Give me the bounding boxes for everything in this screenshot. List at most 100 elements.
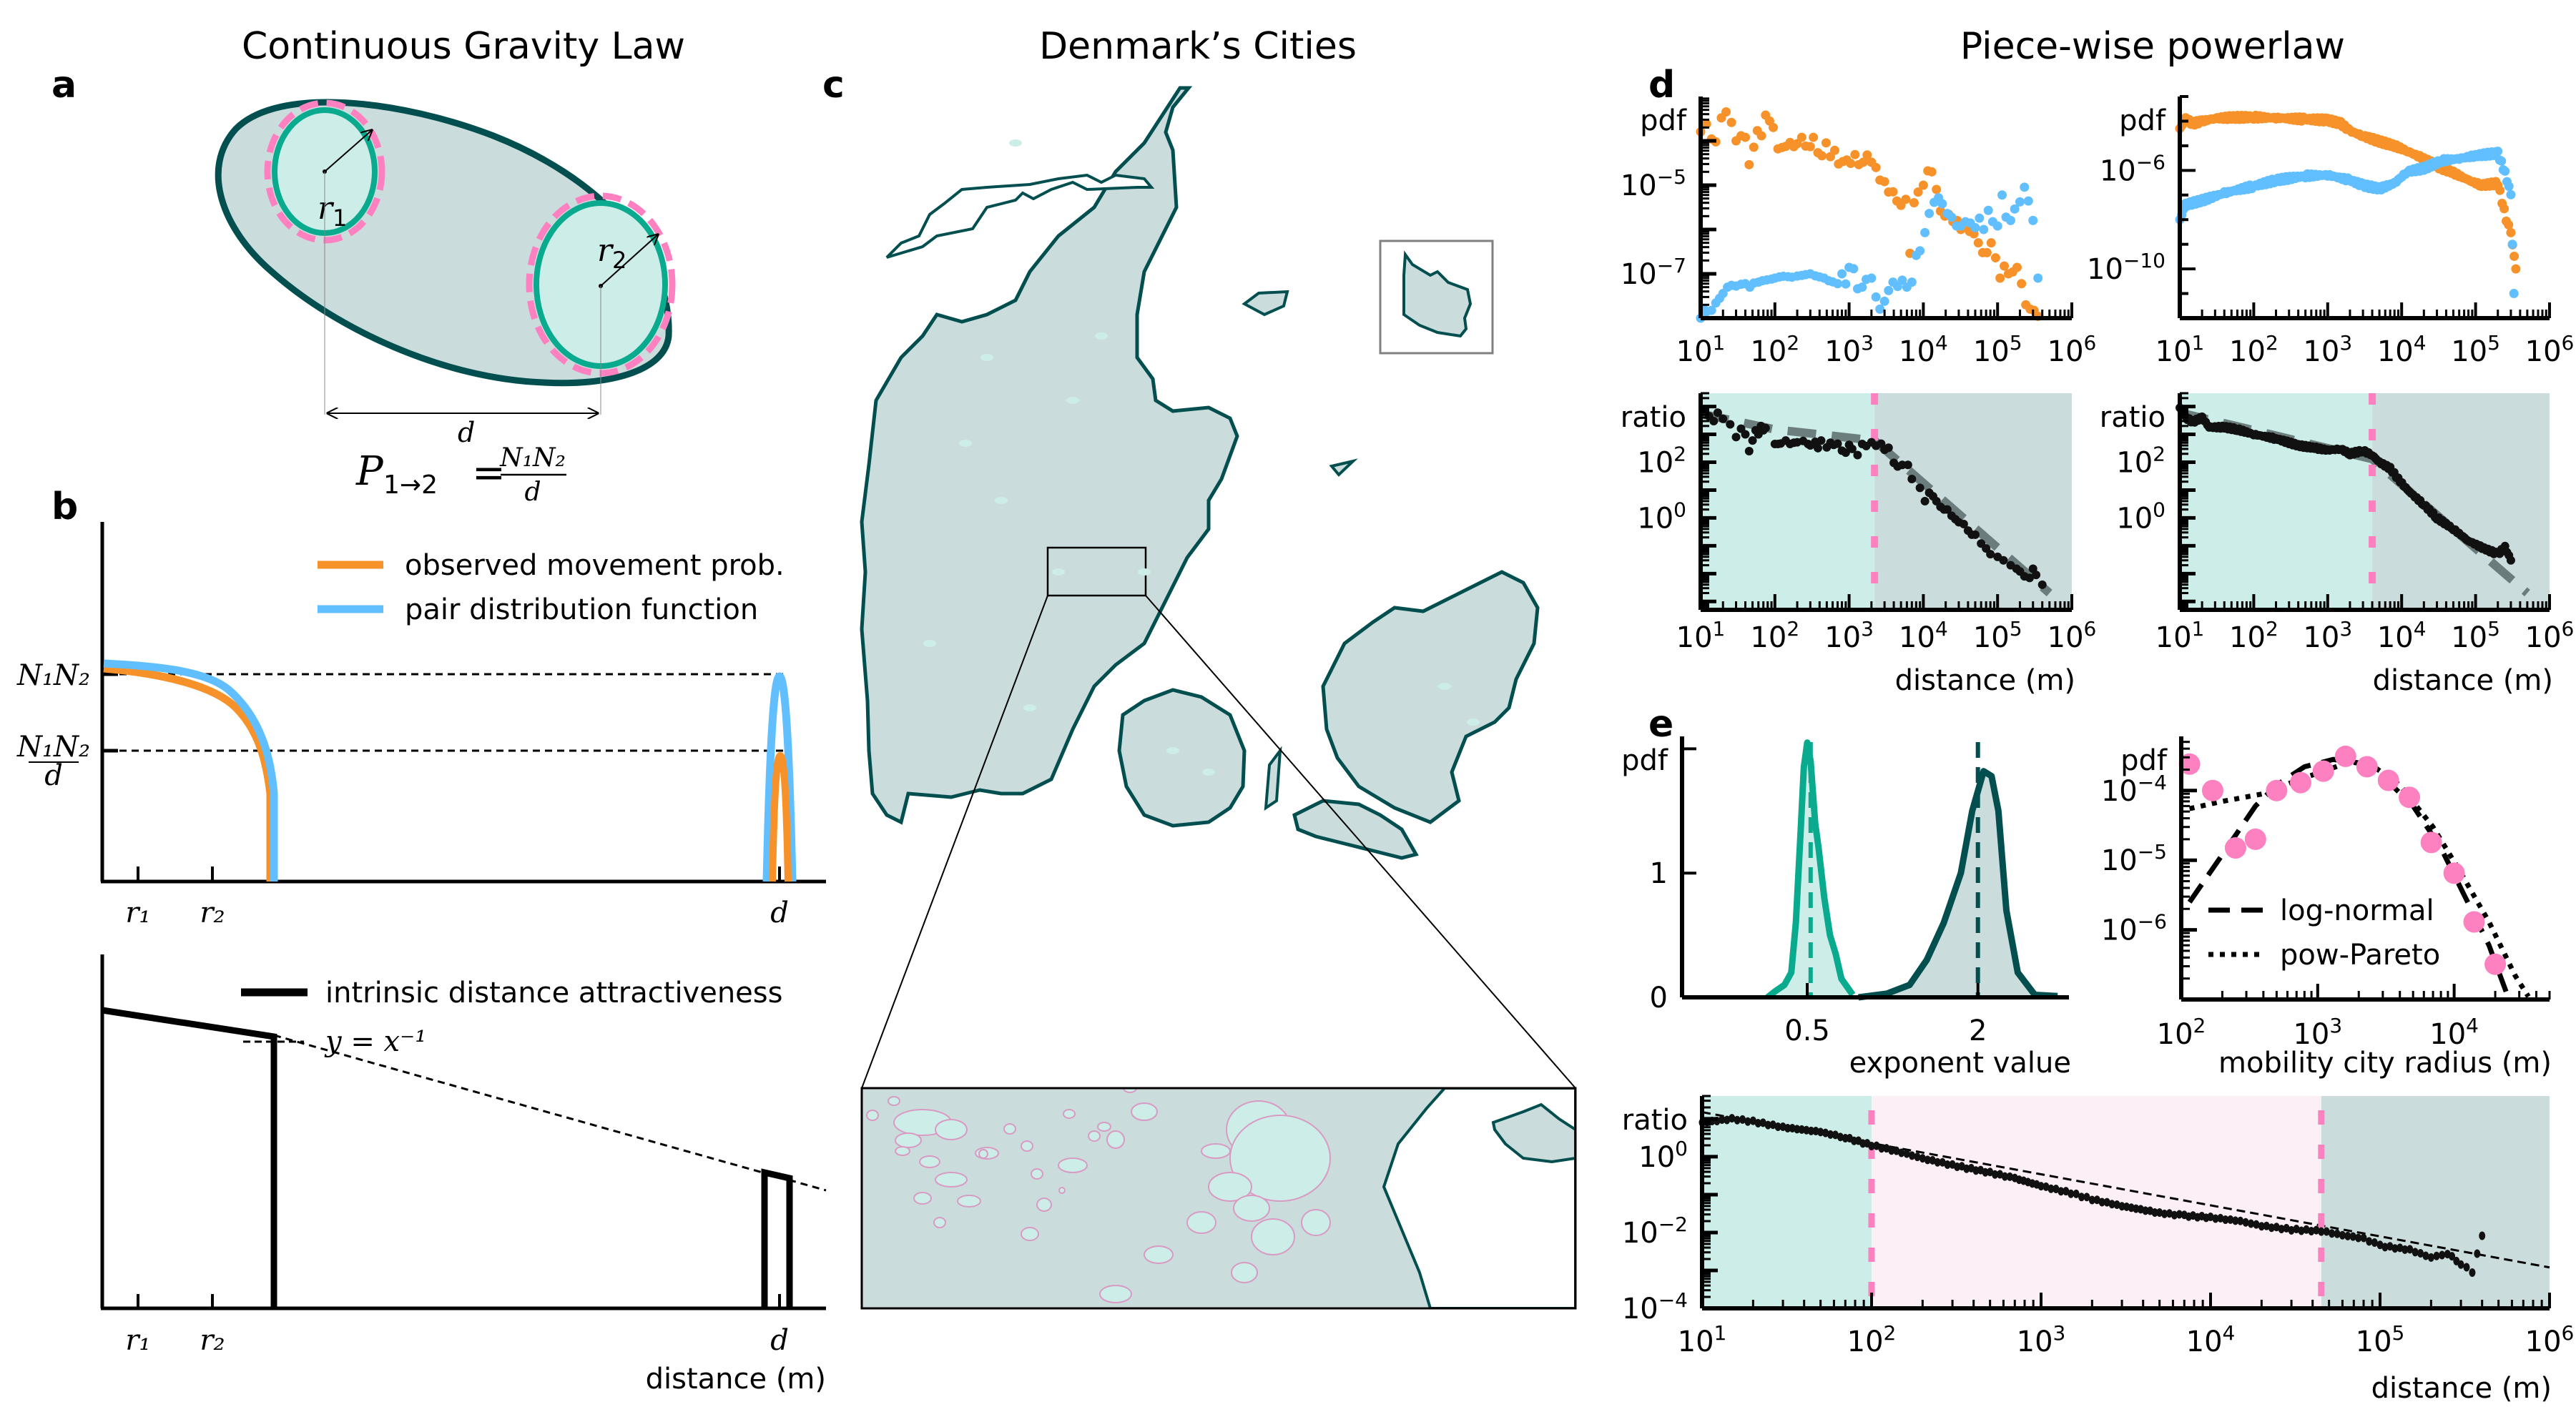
- data-point: [1796, 132, 1806, 142]
- city-patch: [1138, 568, 1151, 576]
- data-point: [2469, 1268, 2476, 1278]
- data-point: [1862, 150, 1872, 160]
- data-point: [1829, 145, 1839, 155]
- region-shade: [2372, 393, 2550, 610]
- city-blob: [1231, 1262, 1258, 1283]
- y-tick-label: 10−4: [2101, 771, 2167, 808]
- y-axis-label: ratio: [2100, 401, 2165, 434]
- data-point: [2376, 1240, 2384, 1250]
- data-point: [2156, 1208, 2163, 1217]
- data-point: [2161, 1209, 2168, 1218]
- legend-b-bottom: intrinsic distance attractiveness y = x⁻…: [241, 977, 782, 1058]
- intrinsic-attractiveness-right: [761, 1168, 793, 1308]
- y-tick-label: 1: [1650, 857, 1668, 890]
- data-point: [2263, 1221, 2270, 1230]
- data-point: [1970, 222, 1980, 232]
- city-patch: [980, 354, 993, 361]
- svg-text:d: d: [524, 478, 541, 507]
- data-point: [1817, 1127, 1824, 1137]
- x-tick-label: 105: [2451, 617, 2500, 654]
- x-tick-label: 106: [2525, 617, 2575, 654]
- data-point: [1999, 556, 2008, 565]
- y-axis-label: pdf: [1640, 104, 1687, 137]
- x-tick-label: 102: [1847, 1321, 1897, 1358]
- data-point: [1973, 238, 1983, 248]
- region-shade: [1701, 393, 1875, 610]
- data-point: [1927, 167, 1937, 177]
- x-tick-label: 104: [1899, 331, 1948, 368]
- data-point: [2366, 1237, 2373, 1246]
- xlabel-distance-b: distance (m): [646, 1363, 826, 1396]
- data-point: [2020, 182, 2030, 192]
- data-point: [2212, 1214, 2219, 1223]
- data-point: [2479, 1231, 2486, 1240]
- data-point: [1744, 446, 1754, 455]
- city-blob: [895, 1146, 910, 1156]
- data-point: [1721, 107, 1731, 117]
- data-point: [1979, 224, 1989, 234]
- data-point: [1808, 1126, 1815, 1135]
- data-point: [2484, 953, 2507, 975]
- data-point: [1884, 285, 1894, 295]
- data-point: [1709, 416, 1719, 425]
- data-point: [2000, 261, 2010, 271]
- lolland-island: [1292, 799, 1419, 860]
- data-point: [1924, 209, 1935, 219]
- data-point: [2407, 1245, 2414, 1254]
- y-tick-label: 100: [2116, 498, 2165, 535]
- x-tick-label: 102: [1750, 617, 1799, 654]
- anholt-island: [1329, 458, 1358, 477]
- city-blob: [1233, 1195, 1270, 1222]
- data-point: [2308, 1227, 2315, 1236]
- data-point: [1915, 483, 1924, 493]
- data-point: [2323, 1227, 2330, 1236]
- city-patch: [995, 497, 1008, 504]
- map-city-dots: [923, 139, 1480, 776]
- data-point: [1821, 138, 1831, 148]
- data-point: [2457, 1260, 2464, 1269]
- data-point: [2293, 1225, 2300, 1234]
- data-point: [1867, 273, 1877, 283]
- data-point: [1997, 190, 2007, 200]
- city-blob: [935, 1119, 968, 1140]
- r1-arrow: [324, 130, 372, 172]
- data-point: [2083, 1193, 2090, 1202]
- data-point: [2506, 556, 2515, 565]
- langeland-island: [1264, 746, 1282, 811]
- data-point: [2463, 911, 2485, 933]
- data-point: [2042, 1182, 2050, 1191]
- title-continuous-gravity-law: Continuous Gravity Law: [242, 25, 685, 68]
- data-point: [2023, 196, 2033, 206]
- x-tick-label: 103: [1824, 617, 1874, 654]
- data-point: [2511, 264, 2521, 274]
- city-blob: [1301, 1209, 1331, 1236]
- x-tick-label: 102: [2229, 331, 2278, 368]
- data-point: [2288, 1225, 2295, 1235]
- data-point: [2248, 1219, 2255, 1228]
- x-tick-label: 106: [2525, 1321, 2575, 1358]
- curve-observed-movement-right: [769, 751, 792, 882]
- city-blob: [913, 1192, 932, 1205]
- ytick-n1n2: N₁N₂: [16, 659, 90, 692]
- data-point: [2103, 1198, 2110, 1207]
- data-point: [1759, 1118, 1766, 1127]
- data-point: [2108, 1200, 2115, 1209]
- chart-e-radius-pdf: 102 103 104 10−4 10−5 10−6 pdf mobility city ra…: [2101, 736, 2552, 1080]
- city-blob: [933, 1217, 946, 1228]
- data-point: [2063, 1187, 2070, 1196]
- x-tick-label: 104: [2429, 1014, 2479, 1051]
- city-blob: [1131, 1102, 1158, 1121]
- city-blob: [1021, 1227, 1039, 1241]
- data-point: [1992, 221, 2002, 231]
- city-patch: [959, 440, 972, 447]
- xtick-r2: r₂: [200, 897, 225, 929]
- data-point: [1937, 199, 1947, 209]
- x-tick-label: 101: [2155, 617, 2205, 654]
- data-point: [1884, 443, 1893, 453]
- city-blob: [1208, 1172, 1252, 1202]
- data-point: [2493, 147, 2503, 157]
- funen-island: [1117, 688, 1247, 828]
- city-blob: [935, 1172, 968, 1188]
- data-point: [2093, 1195, 2100, 1205]
